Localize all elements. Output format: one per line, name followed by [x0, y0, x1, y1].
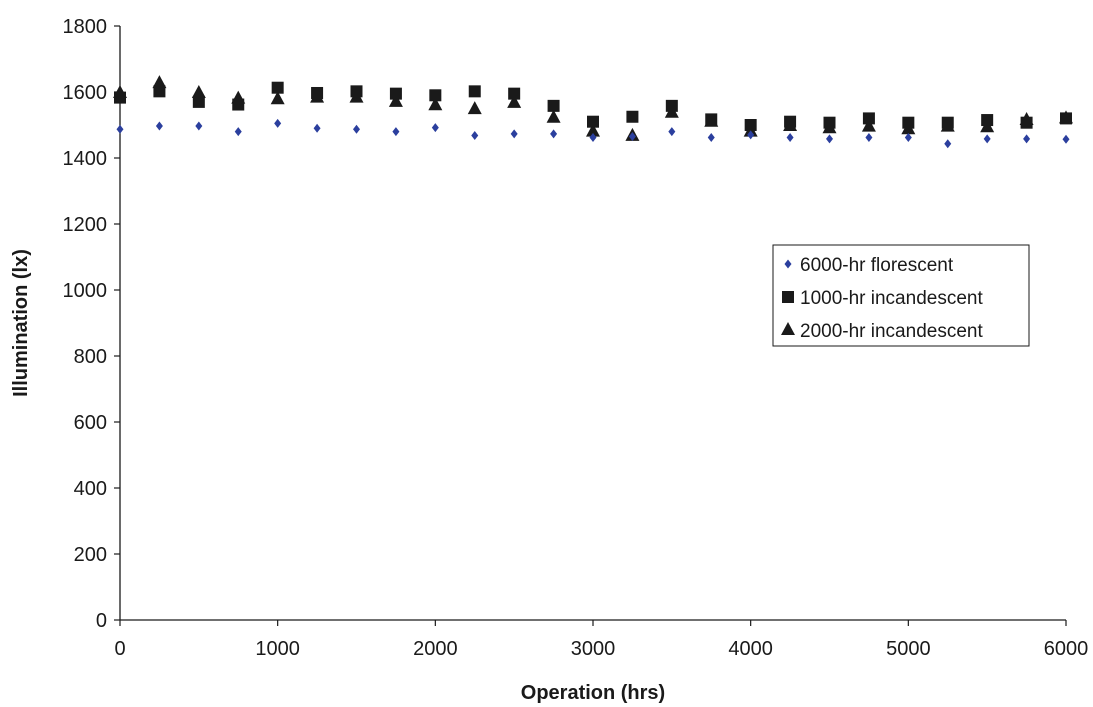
y-axis-title: Illumination (lx)	[10, 249, 32, 397]
data-point	[705, 113, 718, 126]
data-point	[389, 87, 402, 100]
data-point	[981, 114, 994, 127]
data-point	[547, 99, 560, 112]
x-ticks: 0 1000 2000 3000 4000 5000 6000	[114, 620, 1088, 660]
x-tick-label: 2000	[413, 638, 458, 660]
data-point	[271, 81, 284, 94]
data-point	[311, 86, 324, 99]
data-point	[1023, 134, 1031, 144]
data-point	[234, 127, 242, 137]
data-point	[388, 93, 403, 107]
y-tick-label: 0	[96, 610, 107, 632]
data-point	[152, 75, 167, 89]
legend-marker	[782, 291, 794, 303]
data-point	[786, 133, 794, 143]
data-point	[467, 101, 482, 115]
x-tick-label: 5000	[886, 638, 931, 660]
data-point	[546, 109, 561, 123]
data-point	[589, 133, 597, 143]
data-point	[1060, 112, 1072, 125]
data-point	[904, 133, 912, 143]
data-point	[116, 124, 124, 134]
data-point	[232, 98, 245, 111]
data-point	[510, 129, 518, 139]
data-point	[586, 123, 600, 137]
data-point	[429, 89, 442, 102]
data-point	[392, 127, 400, 137]
data-point	[941, 116, 954, 129]
data-point	[784, 115, 797, 128]
y-tick-label: 800	[74, 346, 107, 368]
data-point	[153, 85, 166, 98]
legend: 6000-hr florescent 1000-hr incandescent 20…	[772, 244, 1030, 347]
data-point	[865, 133, 873, 143]
data-points	[113, 75, 1073, 149]
data-point	[983, 134, 991, 144]
data-point	[587, 115, 599, 128]
data-point	[350, 85, 363, 98]
x-tick-label: 3000	[571, 638, 616, 660]
data-point	[747, 130, 755, 140]
data-point	[1020, 116, 1033, 129]
y-tick-label: 1000	[63, 280, 108, 302]
legend-label: 2000-hr incandescent	[800, 321, 983, 342]
data-point	[665, 99, 678, 112]
x-axis-title: Operation (hrs)	[521, 682, 665, 704]
y-ticks: 0 200 400 600 800 1000 1200 1400 1600 1800	[63, 16, 120, 632]
data-point	[826, 134, 833, 144]
y-tick-label: 1200	[63, 214, 108, 236]
data-point	[507, 94, 522, 108]
y-tick-label: 1800	[63, 16, 108, 38]
data-point	[550, 129, 558, 139]
data-point	[313, 123, 321, 133]
data-point	[428, 97, 443, 111]
y-tick-label: 1600	[63, 82, 108, 104]
y-tick-label: 400	[74, 478, 107, 500]
data-point	[274, 118, 282, 128]
data-point	[1062, 134, 1070, 144]
data-point	[195, 121, 203, 131]
data-point	[861, 118, 876, 132]
legend-label: 6000-hr florescent	[800, 255, 954, 276]
x-tick-label: 4000	[728, 638, 773, 660]
data-point	[468, 85, 481, 98]
data-point	[862, 112, 875, 125]
legend-marker	[781, 322, 795, 335]
data-point	[114, 91, 126, 104]
y-tick-label: 200	[74, 544, 107, 566]
data-point	[628, 132, 636, 142]
data-point	[155, 121, 163, 131]
data-point	[192, 95, 205, 108]
x-tick-label: 0	[114, 638, 125, 660]
data-point	[626, 110, 639, 123]
legend-label: 1000-hr incandescent	[800, 288, 983, 309]
data-point	[902, 116, 915, 129]
data-point	[431, 123, 439, 133]
data-point	[353, 124, 360, 134]
data-point	[471, 131, 479, 141]
data-point	[823, 116, 836, 129]
data-point	[707, 133, 715, 143]
x-tick-label: 6000	[1044, 638, 1089, 660]
y-tick-label: 600	[74, 412, 107, 434]
data-point	[270, 91, 285, 105]
data-point	[191, 84, 206, 98]
legend-box	[772, 244, 1030, 347]
y-tick-label: 1400	[63, 148, 108, 170]
legend-marker	[784, 259, 792, 269]
data-point	[508, 87, 521, 100]
data-point	[744, 119, 757, 131]
data-point	[668, 127, 676, 137]
data-point	[944, 139, 952, 149]
x-tick-label: 1000	[255, 638, 300, 660]
